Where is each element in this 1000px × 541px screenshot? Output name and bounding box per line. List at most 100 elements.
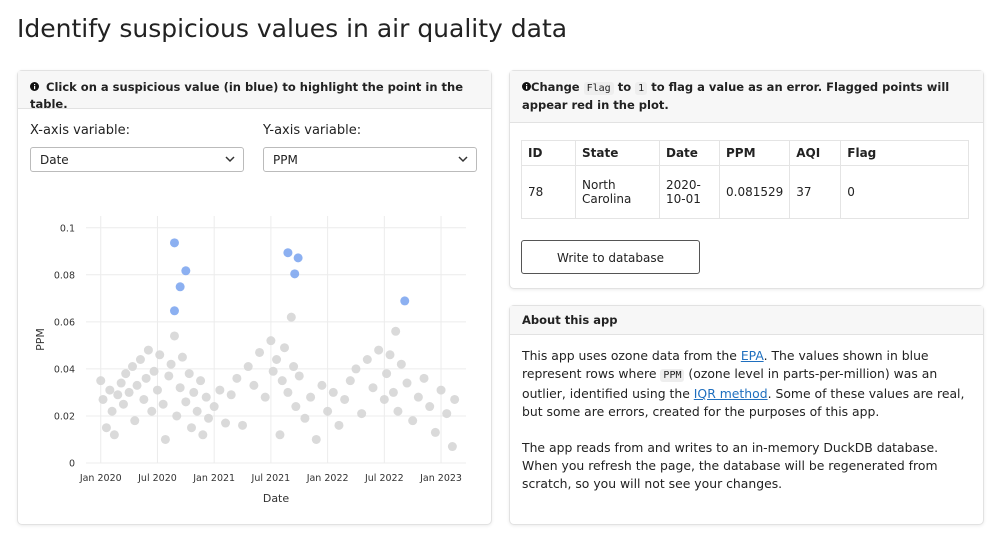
point bbox=[362, 354, 372, 364]
point bbox=[291, 402, 301, 412]
point bbox=[204, 413, 214, 423]
y-tick-label: 0.02 bbox=[54, 411, 75, 422]
point bbox=[311, 434, 321, 444]
card-title: About this app bbox=[522, 313, 618, 327]
code: Flag bbox=[583, 82, 614, 95]
about-body: This app uses ozone data from the EPA. T… bbox=[510, 335, 983, 493]
point bbox=[408, 416, 418, 426]
column-header: ID bbox=[521, 140, 576, 166]
header-row: ID State Date PPM AQI Flag bbox=[521, 140, 969, 166]
point bbox=[105, 385, 115, 395]
code: PPM bbox=[660, 369, 685, 382]
x-tick-label: Jul 2020 bbox=[137, 473, 177, 484]
point bbox=[107, 406, 117, 416]
point bbox=[128, 362, 138, 372]
info-icon bbox=[30, 82, 39, 91]
point bbox=[379, 394, 389, 404]
y-tick-label: 0.04 bbox=[54, 364, 75, 375]
point bbox=[196, 376, 206, 386]
point bbox=[101, 423, 111, 433]
write-button[interactable]: Write to database bbox=[521, 240, 700, 274]
point bbox=[135, 354, 145, 364]
card-header: About this app bbox=[510, 306, 983, 335]
column-header: Date bbox=[659, 140, 720, 166]
point bbox=[283, 248, 293, 258]
point bbox=[109, 430, 119, 440]
select-value: Date bbox=[40, 153, 69, 167]
point bbox=[286, 312, 296, 322]
code: 1 bbox=[635, 82, 648, 95]
data-table: ID State Date PPM AQI Flag 78 North Carolina 20… bbox=[521, 140, 969, 219]
y-tick-label: 0.06 bbox=[54, 317, 75, 328]
x-tick-label: Jan 2023 bbox=[419, 473, 462, 484]
point bbox=[374, 345, 384, 355]
point bbox=[147, 406, 157, 416]
note-text: to flag a value as an error. Flagged poi… bbox=[522, 80, 950, 112]
x-select[interactable]: Date bbox=[30, 147, 244, 172]
table-cell: 0.081529 bbox=[718, 165, 791, 219]
point bbox=[175, 282, 185, 292]
column-header: AQI bbox=[789, 140, 842, 166]
point bbox=[113, 390, 123, 400]
point bbox=[98, 394, 108, 404]
point bbox=[413, 392, 423, 402]
point bbox=[184, 369, 194, 379]
point bbox=[351, 364, 361, 374]
point bbox=[118, 399, 128, 409]
point bbox=[186, 423, 196, 433]
select-label: Y-axis variable: bbox=[263, 123, 362, 138]
point bbox=[152, 385, 162, 395]
x-tick-label: Jan 2022 bbox=[306, 473, 349, 484]
point bbox=[268, 366, 278, 376]
point bbox=[158, 399, 168, 409]
point bbox=[160, 434, 170, 444]
point bbox=[130, 416, 140, 426]
table-cell: 37 bbox=[789, 165, 842, 219]
text: This app uses ozone data from the bbox=[522, 348, 741, 363]
y-select[interactable]: PPM bbox=[263, 147, 477, 172]
point bbox=[209, 402, 219, 412]
point bbox=[166, 359, 176, 369]
point bbox=[393, 406, 403, 416]
point bbox=[121, 369, 131, 379]
point bbox=[124, 387, 134, 397]
point bbox=[96, 376, 106, 386]
point bbox=[249, 380, 259, 390]
point bbox=[317, 380, 327, 390]
paragraph: This app uses ozone data from the EPA. T… bbox=[522, 347, 971, 421]
point bbox=[201, 392, 211, 402]
point bbox=[419, 373, 429, 383]
point bbox=[260, 392, 270, 402]
link[interactable]: EPA bbox=[740, 348, 764, 363]
column-header: PPM bbox=[718, 140, 791, 166]
card-header: Click on a suspicious value (in blue) to… bbox=[18, 71, 491, 111]
point bbox=[169, 238, 179, 248]
point bbox=[164, 371, 174, 381]
point bbox=[169, 306, 179, 316]
y-tick-label: 0.1 bbox=[60, 223, 75, 234]
page-title: Identify suspicious values in air qualit… bbox=[17, 14, 568, 43]
point bbox=[323, 406, 333, 416]
chevron bbox=[458, 156, 468, 163]
link[interactable]: IQR method bbox=[693, 386, 768, 401]
table-cell: 0 bbox=[840, 165, 969, 219]
point bbox=[382, 369, 392, 379]
point bbox=[232, 373, 242, 383]
point bbox=[283, 387, 293, 397]
point bbox=[169, 331, 179, 341]
point bbox=[192, 406, 202, 416]
x-tick-label: Jan 2021 bbox=[192, 473, 235, 484]
x-tick-label: Jul 2021 bbox=[251, 473, 291, 484]
y-tick-label: 0 bbox=[69, 459, 75, 470]
point bbox=[425, 402, 435, 412]
point bbox=[289, 362, 299, 372]
point bbox=[300, 413, 310, 423]
point bbox=[172, 411, 182, 421]
plot-card: Click on a suspicious value (in blue) to… bbox=[17, 70, 492, 525]
point bbox=[447, 442, 457, 452]
text: . The values shown in blue represent row… bbox=[522, 348, 929, 381]
x-tick-label: Jan 2020 bbox=[79, 473, 122, 484]
note-text: Change bbox=[531, 80, 580, 94]
about-card: About this app This app uses ozone data … bbox=[509, 305, 984, 525]
